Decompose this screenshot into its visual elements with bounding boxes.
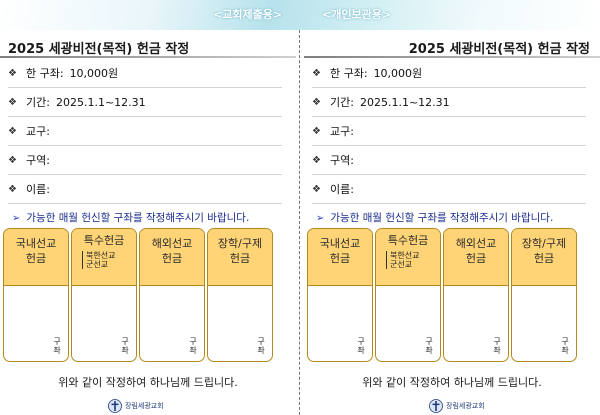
field-district[interactable]: ❖ 구역: [8,146,282,175]
offering-box-header: 특수헌금 북한선교 군선교 [376,229,440,286]
offering-box-header: 장학/구제 헌금 [512,229,576,286]
field-value: 10,000원 [373,67,423,80]
field-label: 교구: [330,125,354,138]
field-name[interactable]: ❖ 이름: [8,175,282,204]
instruction-label: 가능한 매월 헌신할 구좌를 작정해주시기 바랍니다. [26,212,250,224]
personal-copy-label: <개인보관용> [322,8,392,21]
diamond-bullet-icon: ❖ [8,154,17,166]
diamond-bullet-icon: ❖ [312,67,321,79]
church-name: 장림세광교회 [446,402,485,410]
church-cross-icon [429,399,443,413]
form-title: 2025 세광비전(목적) 헌금 작정 [8,42,190,57]
title-underline [304,56,600,58]
offering-box-title: 특수헌금 [83,234,125,247]
arrow-bullet-icon: ➢ [12,213,21,224]
arrow-bullet-icon: ➢ [316,213,325,224]
church-name: 장림세광교회 [125,402,164,410]
offering-box-subtitle: 북한선교 군선교 [82,251,128,269]
cut-line [299,30,300,415]
instruction-text: ➢ 가능한 매월 헌신할 구좌를 작정해주시기 바랍니다. [12,210,249,225]
field-label: 교구: [26,125,50,138]
field-unit-price: ❖ 한 구좌: 10,000원 [312,59,586,88]
diamond-bullet-icon: ❖ [312,96,321,108]
field-label: 기간: [330,96,354,109]
field-period: ❖ 기간: 2025.1.1~12.31 [8,88,282,117]
church-logo: 장림세광교회 [429,399,485,413]
pledge-card-personal: 2025 세광비전(목적) 헌금 작정 ❖ 한 구좌: 10,000원 ❖ 기간… [304,30,600,415]
form-title: 2025 세광비전(목적) 헌금 작정 [408,42,590,57]
closing-statement: 위와 같이 작정하여 하나님께 드립니다. [58,376,238,389]
diamond-bullet-icon: ❖ [312,125,321,137]
field-label: 이름: [26,183,50,196]
field-unit-price: ❖ 한 구좌: 10,000원 [8,59,282,88]
field-value: 10,000원 [69,67,119,80]
field-label: 이름: [330,183,354,196]
instruction-text: ➢ 가능한 매월 헌신할 구좌를 작정해주시기 바랍니다. [316,210,553,225]
field-name[interactable]: ❖ 이름: [312,175,586,204]
offering-box-header: 해외선교 헌금 [140,229,204,286]
offering-box-title: 해외선교 헌금 [455,237,497,265]
title-underline [0,56,296,58]
diamond-bullet-icon: ❖ [312,183,321,195]
diamond-bullet-icon: ❖ [312,154,321,166]
field-parish[interactable]: ❖ 교구: [8,117,282,146]
offering-box-title: 특수헌금 [387,234,429,247]
pledge-card-church: 2025 세광비전(목적) 헌금 작정 ❖ 한 구좌: 10,000원 ❖ 기간… [0,30,296,415]
offering-box-header: 특수헌금 북한선교 군선교 [72,229,136,286]
offering-box-title: 국내선교 헌금 [15,237,57,265]
closing-statement: 위와 같이 작정하여 하나님께 드립니다. [362,376,542,389]
offering-box-title: 국내선교 헌금 [319,237,361,265]
diamond-bullet-icon: ❖ [8,125,17,137]
offering-box-header: 장학/구제 헌금 [208,229,272,286]
instruction-label: 가능한 매월 헌신할 구좌를 작정해주시기 바랍니다. [330,212,554,224]
field-district[interactable]: ❖ 구역: [312,146,586,175]
church-cross-icon [108,399,122,413]
field-label: 구역: [330,154,354,167]
offering-box-title: 장학/구제 헌금 [217,237,263,265]
church-logo: 장림세광교회 [108,399,164,413]
field-label: 한 구좌: [26,67,64,80]
offering-box-title: 해외선교 헌금 [151,237,193,265]
offering-box-subtitle: 북한선교 군선교 [386,251,432,269]
diamond-bullet-icon: ❖ [8,96,17,108]
offering-box-header: 해외선교 헌금 [444,229,508,286]
church-copy-label: <교회제출용> [213,8,283,21]
offering-box-title: 장학/구제 헌금 [521,237,567,265]
header-banner: <교회제출용> <개인보관용> [0,0,600,30]
field-label: 한 구좌: [330,67,368,80]
field-period: ❖ 기간: 2025.1.1~12.31 [312,88,586,117]
diamond-bullet-icon: ❖ [8,183,17,195]
field-label: 구역: [26,154,50,167]
field-value: 2025.1.1~12.31 [359,95,450,109]
field-value: 2025.1.1~12.31 [55,95,146,109]
field-parish[interactable]: ❖ 교구: [312,117,586,146]
offering-box-header: 국내선교 헌금 [308,229,372,286]
field-label: 기간: [26,96,50,109]
diamond-bullet-icon: ❖ [8,67,17,79]
offering-box-header: 국내선교 헌금 [4,229,68,286]
